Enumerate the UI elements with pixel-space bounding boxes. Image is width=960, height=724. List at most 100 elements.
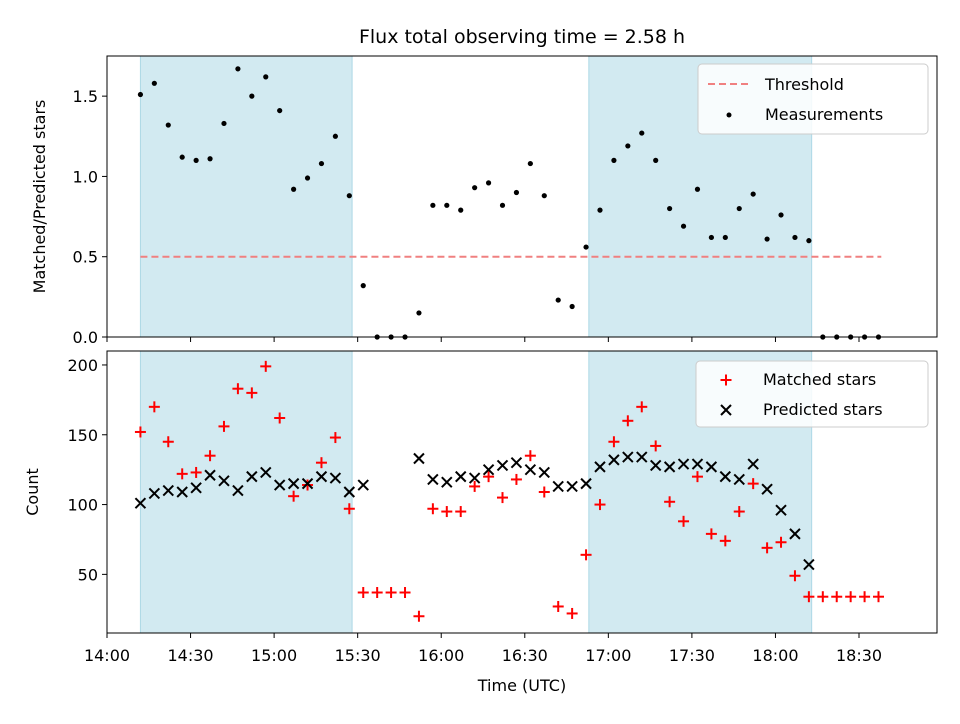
matched-star-point bbox=[204, 450, 216, 462]
matched-star-point bbox=[357, 587, 369, 599]
predicted-star-point-b bbox=[622, 451, 634, 463]
predicted-star-point bbox=[733, 473, 745, 486]
predicted-star-point bbox=[566, 480, 578, 493]
matched-star-point bbox=[218, 420, 230, 432]
predicted-star-point bbox=[468, 472, 481, 484]
predicted-star-point bbox=[301, 477, 314, 490]
matched-star-point bbox=[455, 506, 467, 518]
predicted-star-point-b bbox=[524, 463, 537, 476]
matched-star-point bbox=[747, 478, 759, 490]
legend-matched-swatch bbox=[720, 374, 732, 386]
matched-star-point bbox=[371, 587, 383, 599]
matched-star-point bbox=[315, 457, 327, 469]
predicted-star-point bbox=[413, 452, 425, 465]
matched-star-point bbox=[427, 503, 439, 515]
predicted-star-point bbox=[329, 472, 342, 484]
measurement-point bbox=[736, 205, 742, 212]
measurement-point bbox=[583, 244, 589, 250]
matched-star-point bbox=[510, 473, 522, 485]
predicted-star-point-b bbox=[663, 461, 676, 473]
predicted-star-point-b bbox=[552, 480, 564, 493]
predicted-star-point-b bbox=[218, 475, 230, 487]
matched-stars-points bbox=[134, 360, 885, 622]
predicted-star-point bbox=[649, 459, 662, 472]
measurement-point bbox=[193, 157, 199, 163]
predicted-star-point-b bbox=[510, 456, 523, 469]
x-tick-label: 14:30 bbox=[168, 646, 214, 665]
matched-star-point bbox=[566, 607, 578, 619]
matched-star-point bbox=[691, 471, 703, 483]
measurement-point bbox=[639, 130, 645, 136]
predicted-star-point bbox=[134, 497, 147, 509]
predicted-star-point-b bbox=[427, 473, 439, 486]
predicted-star-point-b bbox=[761, 483, 773, 495]
measurement-point bbox=[485, 180, 492, 186]
measurement-point bbox=[221, 120, 227, 127]
x-tick-label: 16:00 bbox=[418, 646, 464, 665]
predicted-star-point bbox=[204, 469, 216, 481]
measurement-point bbox=[569, 303, 575, 310]
predicted-star-point-b bbox=[343, 486, 356, 498]
measurement-point bbox=[611, 157, 617, 163]
measurement-point bbox=[151, 80, 157, 86]
measurement-point bbox=[346, 193, 352, 199]
measurement-point bbox=[513, 189, 520, 196]
matched-star-point bbox=[594, 499, 606, 511]
measurement-point bbox=[360, 283, 366, 289]
bottom-legend-box bbox=[695, 360, 929, 428]
matched-star-point bbox=[580, 549, 592, 561]
predicted-star-point-b bbox=[287, 477, 300, 490]
matched-star-point bbox=[705, 528, 717, 540]
measurement-point bbox=[179, 154, 185, 160]
matched-star-point bbox=[803, 591, 815, 603]
predicted-star-point-b bbox=[747, 458, 759, 470]
matched-star-point bbox=[399, 587, 411, 599]
predicted-star-point bbox=[719, 470, 732, 483]
predicted-star-point-b bbox=[176, 486, 188, 498]
predicted-star-point-b bbox=[789, 528, 801, 540]
predicted-star-point bbox=[232, 484, 244, 497]
matched-star-point bbox=[664, 496, 676, 508]
y-tick-label: 1.0 bbox=[73, 167, 98, 186]
measurement-point bbox=[249, 93, 255, 99]
predicted-star-point bbox=[663, 461, 676, 473]
predicted-star-point bbox=[747, 458, 759, 470]
predicted-star-point-b bbox=[608, 454, 620, 466]
measurement-point bbox=[527, 160, 533, 167]
predicted-star-point bbox=[677, 458, 690, 470]
predicted-star-point bbox=[580, 477, 592, 490]
measurement-point bbox=[416, 310, 422, 316]
matched-star-point bbox=[650, 440, 662, 452]
predicted-star-point-b bbox=[538, 466, 550, 479]
predicted-star-point-b bbox=[232, 484, 244, 497]
matched-star-point bbox=[246, 387, 258, 399]
x-tick-label: 14:00 bbox=[84, 646, 130, 665]
measurement-point bbox=[708, 234, 714, 241]
measurement-point bbox=[722, 234, 728, 241]
measurement-point bbox=[750, 191, 756, 197]
legend-threshold-label: Threshold bbox=[764, 75, 844, 94]
predicted-star-point-b bbox=[441, 476, 453, 488]
predicted-star-point-b bbox=[733, 473, 745, 486]
predicted-star-point-b bbox=[190, 482, 202, 494]
predicted-star-point-b bbox=[594, 461, 606, 473]
predicted-star-point bbox=[510, 456, 523, 469]
legend-matched-label: Matched stars bbox=[763, 370, 876, 389]
measurement-point bbox=[806, 238, 812, 244]
predicted-star-point-b bbox=[246, 470, 258, 483]
predicted-star-point bbox=[260, 466, 272, 479]
ratio-panel: 0.0 0.5 1.0 1.5 Flux total observing time =… bbox=[30, 26, 938, 347]
matched-star-point bbox=[469, 480, 481, 492]
measurement-point bbox=[165, 122, 171, 128]
legend-predicted-swatch bbox=[720, 404, 732, 416]
measurement-point bbox=[235, 66, 241, 72]
predicted-star-point bbox=[246, 470, 258, 483]
predicted-star-point bbox=[705, 461, 718, 473]
matched-star-point bbox=[483, 471, 495, 483]
predicted-star-point bbox=[622, 451, 634, 463]
matched-star-point bbox=[134, 426, 146, 438]
predicted-star-point-b bbox=[803, 558, 815, 571]
matched-star-point bbox=[232, 383, 244, 395]
predicted-star-point-b bbox=[329, 472, 342, 484]
x-tick-label: 17:00 bbox=[585, 646, 631, 665]
